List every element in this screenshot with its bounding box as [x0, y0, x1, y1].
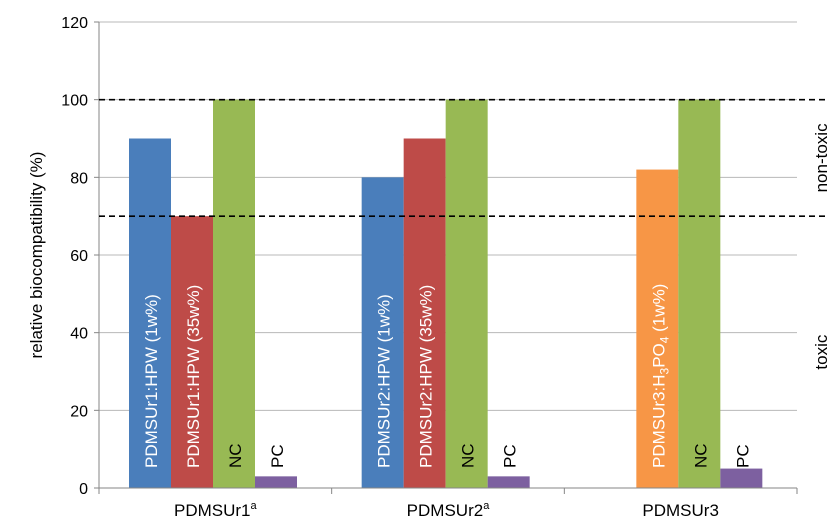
- bar: [678, 99, 721, 489]
- bar-label: NC: [691, 443, 710, 468]
- bar-label: PDMSUr1:HPW (1w%): [142, 294, 161, 468]
- x-category-label: PDMSUr2a: [407, 500, 491, 520]
- bar-label: NC: [226, 443, 245, 468]
- x-category-label: PDMSUr3: [642, 501, 719, 520]
- bar-label: PDMSUr2:HPW (1w%): [375, 294, 394, 468]
- bar: [445, 99, 488, 489]
- y-tick-label: 0: [79, 481, 88, 498]
- x-category-label: PDMSUr1a: [174, 500, 258, 520]
- bar-label: PDMSUr3:H3PO4 (1w%): [649, 284, 671, 468]
- y-tick-label: 100: [61, 93, 88, 110]
- y-axis-label: relative biocompatibility (%): [27, 152, 46, 359]
- region-label: toxic: [812, 334, 829, 369]
- bar: [213, 99, 255, 489]
- y-tick-label: 120: [61, 15, 88, 32]
- bar-label: NC: [459, 443, 478, 468]
- bar: [129, 138, 171, 488]
- bar: [487, 476, 530, 488]
- bar: [255, 476, 297, 488]
- bar: [361, 177, 404, 489]
- bar-label: PDMSUr1:HPW (35w%): [184, 285, 203, 468]
- bar-label: PC: [268, 444, 287, 468]
- y-tick-label: 80: [70, 170, 88, 187]
- bar: [720, 468, 763, 488]
- y-tick-label: 60: [70, 248, 88, 265]
- y-tick-label: 40: [70, 326, 88, 343]
- bar: [171, 216, 213, 488]
- region-label: non-toxic: [812, 123, 829, 192]
- bar-label: PC: [501, 444, 520, 468]
- bar: [636, 169, 679, 489]
- bar-label: PC: [733, 444, 752, 468]
- y-tick-label: 20: [70, 403, 88, 420]
- bar-label: PDMSUr2:HPW (35w%): [417, 285, 436, 468]
- bar: [403, 138, 446, 488]
